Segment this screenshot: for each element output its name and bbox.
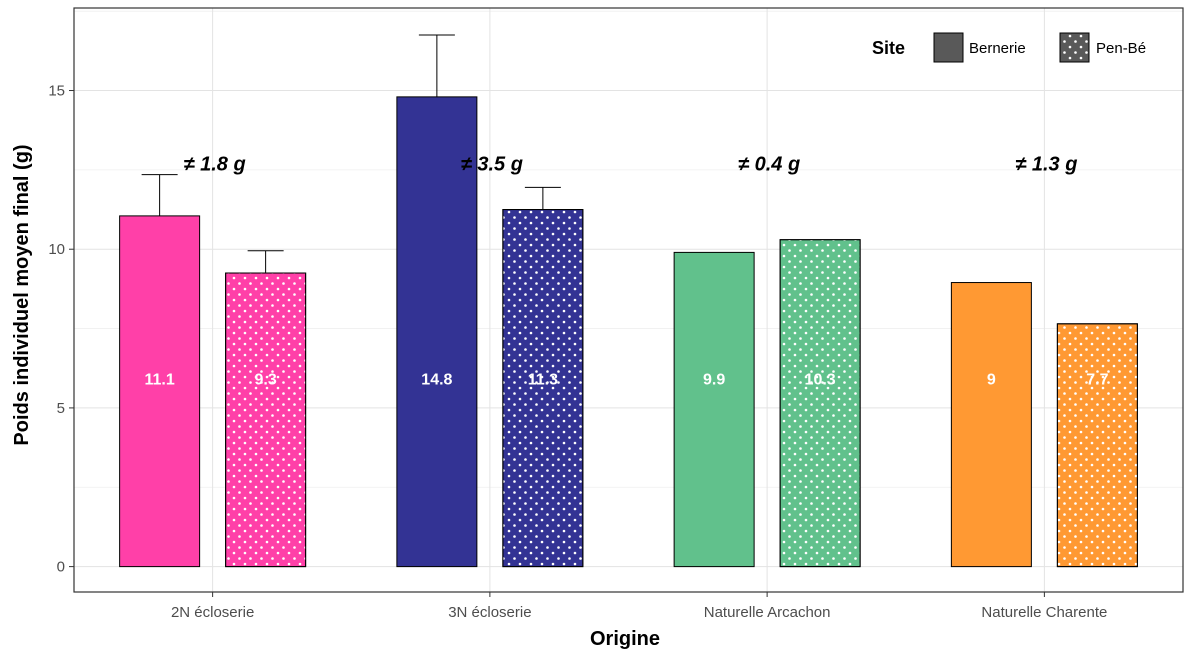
y-tick-label: 15 xyxy=(48,83,65,100)
y-tick-label: 5 xyxy=(57,400,65,417)
bar-dots-overlay xyxy=(779,239,861,568)
bar xyxy=(673,251,755,568)
bar-value-label: 9 xyxy=(987,371,996,388)
bar-value-label: 10.3 xyxy=(805,371,836,388)
x-tick-label: Naturelle Charente xyxy=(981,604,1107,621)
y-tick-label: 10 xyxy=(48,241,65,258)
x-axis-title: Origine xyxy=(590,628,660,650)
legend-label-bernerie: Bernerie xyxy=(969,40,1026,57)
bar-value-label: 11.1 xyxy=(144,371,174,388)
x-tick-label: 2N écloserie xyxy=(171,604,254,621)
x-tick-label: Naturelle Arcachon xyxy=(704,604,831,621)
bar xyxy=(119,215,201,568)
bar xyxy=(950,282,1032,568)
bar-value-label: 9.9 xyxy=(703,371,725,388)
y-axis: 0 5 10 15 xyxy=(48,83,74,576)
bar-value-label: 7.7 xyxy=(1086,371,1108,388)
plot-panel-border xyxy=(73,7,1184,593)
legend-title: Site xyxy=(872,38,905,58)
difference-annotation: ≠ 0.4 g xyxy=(738,154,800,176)
legend: Site Bernerie Pen-Bé xyxy=(872,32,1146,63)
bar-dots-overlay xyxy=(1056,323,1138,568)
difference-annotation: ≠ 3.5 g xyxy=(461,154,523,176)
bar-value-label: 14.8 xyxy=(421,371,452,388)
legend-key-bernerie xyxy=(933,32,964,63)
bar xyxy=(396,96,478,568)
bar-value-label: 9.3 xyxy=(255,371,277,388)
bar-labels-layer: 11.1 9.3 14.8 11.3 9.9 10.3 9 7.7 xyxy=(144,371,1108,388)
bar-value-label: 11.3 xyxy=(528,371,558,388)
error-bars-layer xyxy=(141,34,561,274)
legend-label-pen-be: Pen-Bé xyxy=(1096,40,1146,57)
y-tick-label: 0 xyxy=(57,559,65,576)
bars-layer xyxy=(119,96,1138,568)
y-axis-title: Poids individuel moyen final (g) xyxy=(11,144,33,445)
difference-annotation: ≠ 1.3 g xyxy=(1015,154,1077,176)
x-axis: 2N écloserie 3N écloserie Naturelle Arcach… xyxy=(171,592,1107,621)
bar-dots-overlay xyxy=(225,272,307,568)
difference-annotation: ≠ 1.8 g xyxy=(184,154,246,176)
x-tick-label: 3N écloserie xyxy=(448,604,531,621)
legend-key-pen-be-dots xyxy=(1059,32,1090,63)
annotations-layer: ≠ 1.8 g ≠ 3.5 g ≠ 0.4 g ≠ 1.3 g xyxy=(184,154,1078,176)
